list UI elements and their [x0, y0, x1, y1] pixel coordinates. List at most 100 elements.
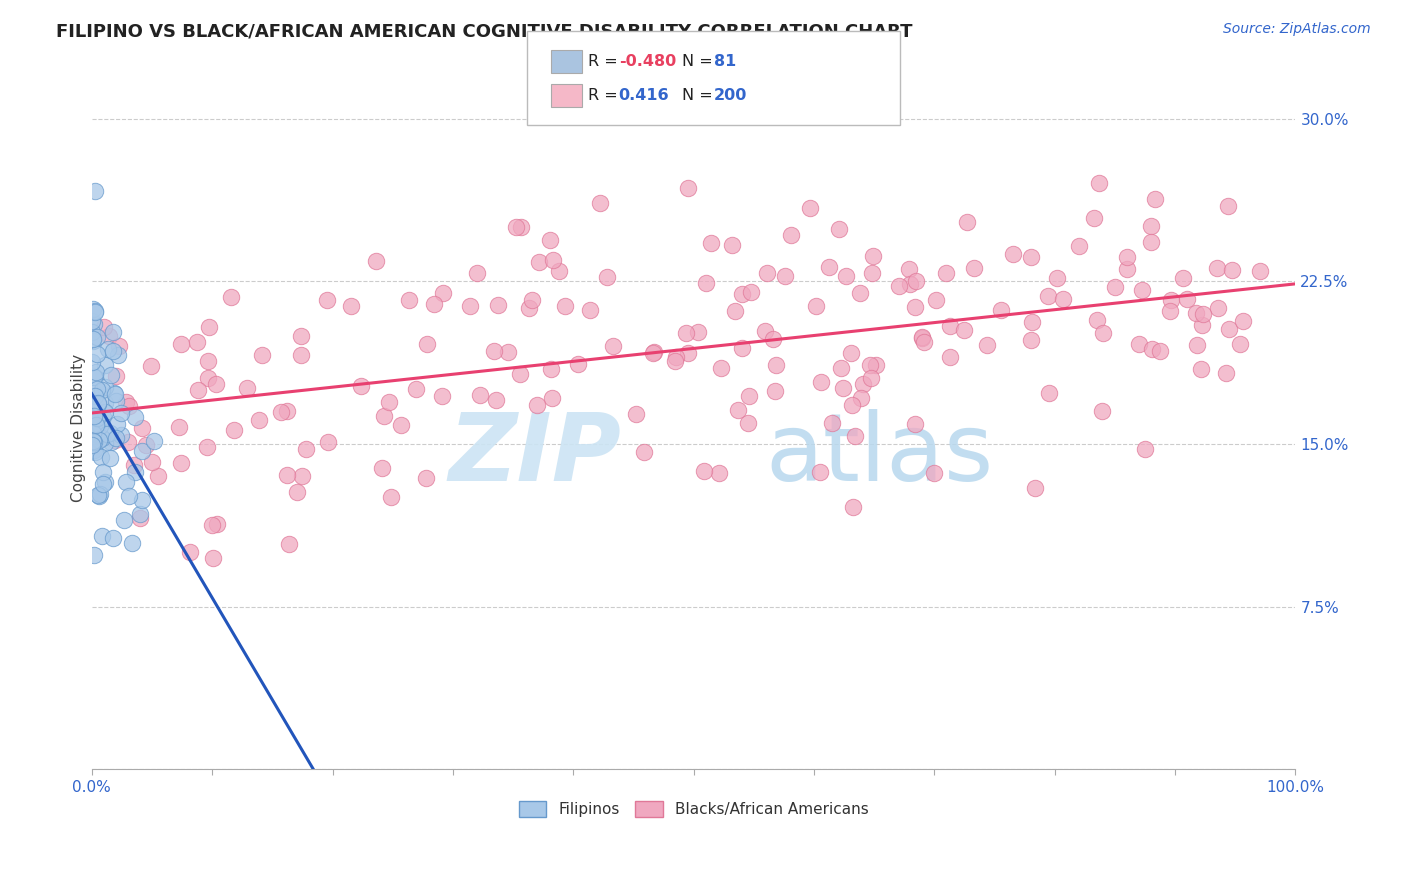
Point — [458, 299, 481, 313]
Point — [1185, 306, 1208, 320]
Point — [84, 402, 107, 417]
Point — [1038, 385, 1060, 400]
Text: 200: 200 — [714, 88, 748, 103]
Point — [1159, 303, 1181, 318]
Point — [898, 277, 921, 292]
Point — [1130, 283, 1153, 297]
Point — [935, 267, 957, 281]
Point — [129, 507, 152, 521]
Point — [1185, 338, 1208, 352]
Point — [727, 403, 749, 417]
Point — [1220, 263, 1243, 277]
Point — [170, 456, 193, 470]
Text: N =: N = — [682, 54, 718, 69]
Point — [755, 266, 778, 280]
Point — [1139, 219, 1161, 233]
Point — [1085, 312, 1108, 326]
Point — [82, 437, 104, 451]
Point — [724, 303, 747, 318]
Point — [830, 360, 852, 375]
Point — [366, 253, 388, 268]
Point — [83, 386, 105, 401]
Point — [167, 420, 190, 434]
Point — [104, 434, 127, 448]
Point — [485, 392, 508, 407]
Point — [82, 325, 104, 339]
Point — [91, 465, 114, 479]
Point — [380, 491, 402, 505]
Point — [103, 531, 125, 545]
Point — [82, 355, 104, 369]
Point — [509, 220, 531, 235]
Point — [522, 293, 544, 307]
Point — [665, 350, 688, 364]
Point — [236, 381, 259, 395]
Point — [122, 458, 145, 472]
Point — [1128, 337, 1150, 351]
Point — [1021, 315, 1043, 329]
Point — [862, 249, 884, 263]
Point — [82, 425, 104, 440]
Point — [86, 409, 108, 424]
Point — [1142, 342, 1164, 356]
Point — [910, 330, 932, 344]
Point — [290, 328, 312, 343]
Point — [83, 185, 105, 199]
Point — [104, 369, 127, 384]
Point — [904, 417, 927, 431]
Point — [91, 477, 114, 491]
Point — [554, 299, 576, 313]
Point — [124, 410, 146, 425]
Point — [527, 255, 550, 269]
Point — [763, 384, 786, 399]
Point — [201, 551, 224, 566]
Point — [276, 468, 298, 483]
Point — [858, 358, 880, 372]
Point — [187, 383, 209, 397]
Point — [1067, 238, 1090, 252]
Text: atlas: atlas — [766, 409, 994, 501]
Point — [87, 397, 110, 411]
Point — [131, 444, 153, 458]
Point — [423, 297, 446, 311]
Point — [976, 338, 998, 352]
Point — [808, 465, 831, 479]
Point — [852, 376, 875, 391]
Point — [186, 334, 208, 349]
Point — [83, 304, 105, 318]
Point — [1104, 279, 1126, 293]
Point — [903, 300, 925, 314]
Point — [799, 201, 821, 215]
Point — [1139, 235, 1161, 249]
Point — [465, 266, 488, 280]
Point — [316, 434, 339, 449]
Point — [82, 334, 104, 348]
Point — [131, 493, 153, 508]
Point — [94, 396, 117, 410]
Point — [589, 196, 612, 211]
Point — [633, 444, 655, 458]
Point — [939, 318, 962, 333]
Point — [675, 326, 697, 341]
Point — [121, 535, 143, 549]
Point — [169, 336, 191, 351]
Point — [1171, 271, 1194, 285]
Point — [509, 368, 531, 382]
Point — [89, 486, 111, 500]
Point — [844, 429, 866, 443]
Point — [1149, 344, 1171, 359]
Point — [1218, 322, 1240, 336]
Point — [827, 221, 849, 235]
Point — [686, 326, 709, 340]
Point — [222, 424, 245, 438]
Point — [904, 274, 927, 288]
Point — [108, 339, 131, 353]
Point — [1116, 251, 1139, 265]
Point — [543, 253, 565, 268]
Point — [963, 261, 986, 276]
Point — [100, 368, 122, 382]
Text: R =: R = — [588, 54, 623, 69]
Point — [90, 384, 112, 398]
Point — [131, 421, 153, 435]
Point — [103, 385, 125, 400]
